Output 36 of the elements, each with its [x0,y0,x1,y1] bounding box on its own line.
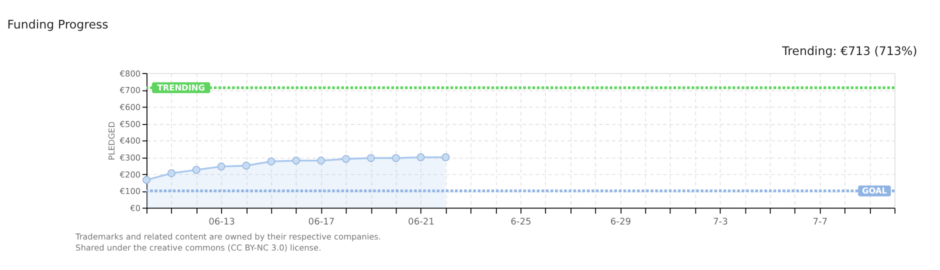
point [292,156,300,165]
ref-line-label: TRENDING [157,82,206,92]
y-tick-label: €500 [120,118,141,129]
chart-title: Funding Progress [7,17,108,32]
y-tick-label: €100 [120,186,141,196]
y-tick-label: €600 [120,102,141,112]
x-tick-label: 6-29 [610,218,632,228]
y-tick-label: €800 [120,68,141,78]
x-tick-label: 6-25 [510,218,532,228]
point [416,153,425,162]
text: Trending: €713 (713%) [781,44,918,58]
y-tick-label: €0 [130,202,141,213]
point [167,169,176,178]
x-tick-label: 06-13 [208,218,236,228]
x-tick-label: 06-17 [308,218,335,228]
y-tick-label: €300 [120,152,141,162]
x-tick-label: 7-7 [812,218,828,228]
point [217,162,226,170]
point [317,156,326,165]
y-axis-title: PLEDGED [106,122,116,160]
point [366,154,375,162]
point [342,154,350,163]
x-tick-label: 7-3 [713,218,728,228]
text: Shared under the creative commons (CC BY-NC 3.0) license. [76,242,322,253]
y-tick-label: €400 [120,136,141,146]
point [192,166,200,174]
point [142,176,150,184]
point [392,154,400,162]
y-tick-label: €200 [120,169,141,180]
ref-line-label: GOAL [862,186,887,196]
y-tick-label: €700 [120,85,141,96]
point [242,162,250,170]
point [442,153,450,162]
x-tick-label: 06-21 [408,218,434,228]
text: Trademarks and related content are owned by their respective companies. [74,232,382,242]
point [267,157,276,166]
